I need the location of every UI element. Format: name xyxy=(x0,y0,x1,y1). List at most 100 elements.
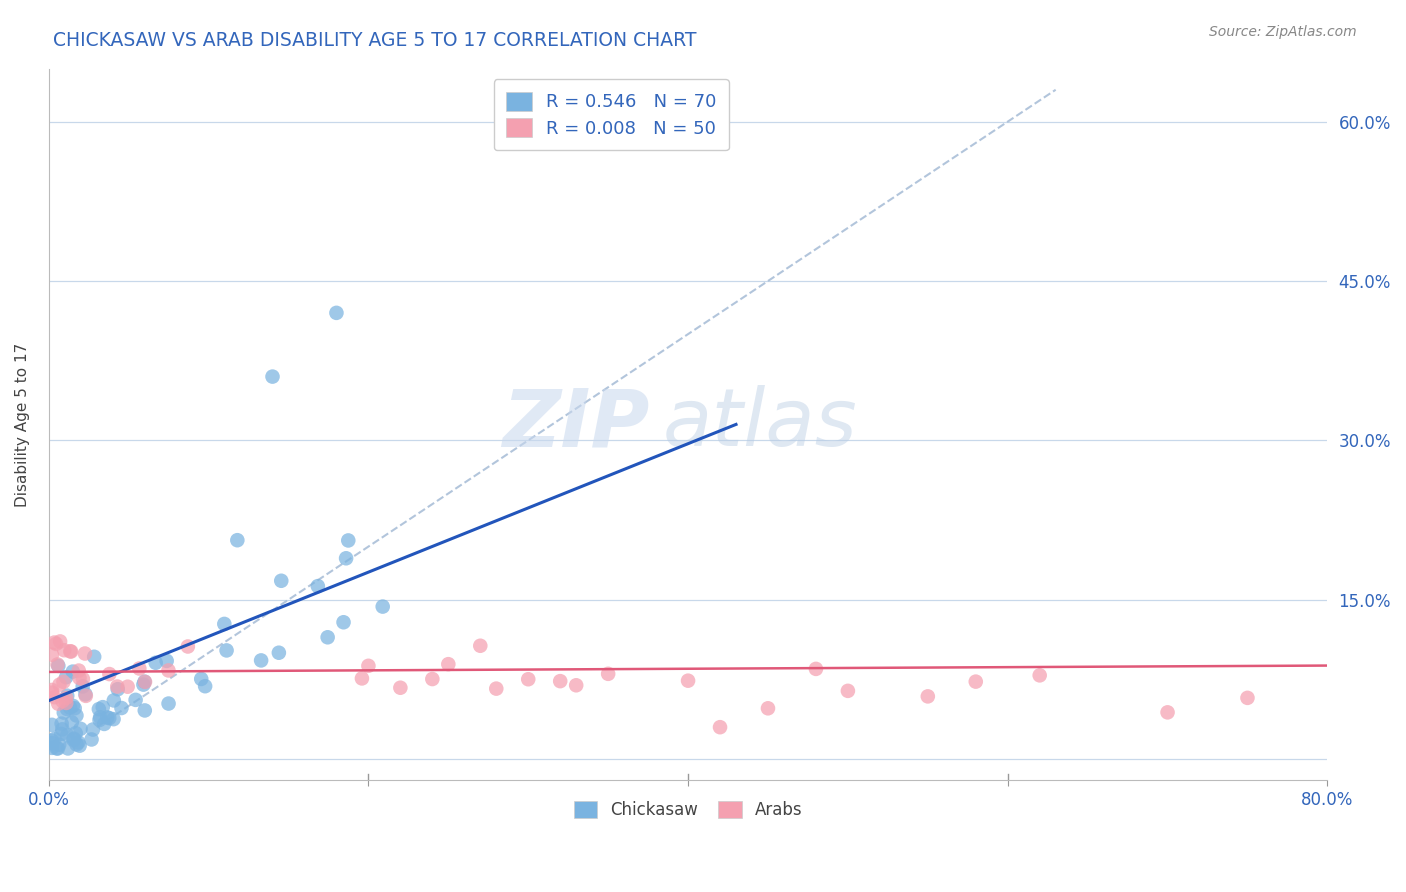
Point xyxy=(52,674,75,689)
Point xyxy=(371,599,394,614)
Point xyxy=(49,634,72,648)
Point xyxy=(89,710,111,724)
Point xyxy=(157,697,180,711)
Point xyxy=(41,733,63,747)
Point xyxy=(124,693,146,707)
Point xyxy=(91,700,114,714)
Point xyxy=(80,732,103,747)
Point xyxy=(709,720,731,734)
Point xyxy=(128,661,150,675)
Point xyxy=(517,672,540,686)
Point xyxy=(804,662,827,676)
Text: atlas: atlas xyxy=(662,385,858,464)
Point xyxy=(72,680,94,694)
Point xyxy=(837,683,859,698)
Point xyxy=(214,616,236,631)
Point xyxy=(134,703,156,717)
Point xyxy=(44,690,66,705)
Point xyxy=(69,671,91,685)
Point xyxy=(51,716,73,731)
Point xyxy=(46,659,69,673)
Point xyxy=(307,579,329,593)
Point xyxy=(1156,706,1178,720)
Point xyxy=(56,728,79,742)
Point xyxy=(485,681,508,696)
Point xyxy=(337,533,360,548)
Point xyxy=(75,689,97,703)
Point xyxy=(73,647,96,661)
Point xyxy=(62,698,84,713)
Point xyxy=(157,664,180,678)
Point xyxy=(98,667,121,681)
Point xyxy=(69,739,91,753)
Point xyxy=(62,732,84,747)
Text: Source: ZipAtlas.com: Source: ZipAtlas.com xyxy=(1209,25,1357,39)
Point xyxy=(51,723,73,737)
Point xyxy=(325,306,347,320)
Point xyxy=(45,637,67,651)
Point xyxy=(250,653,273,667)
Point xyxy=(75,687,97,701)
Point xyxy=(420,672,443,686)
Point xyxy=(107,682,129,697)
Point xyxy=(190,672,212,686)
Point xyxy=(69,722,91,736)
Point xyxy=(41,740,63,755)
Point xyxy=(65,708,87,723)
Point xyxy=(65,726,87,740)
Point xyxy=(72,672,94,686)
Point xyxy=(82,723,104,737)
Point xyxy=(565,678,588,692)
Point xyxy=(41,683,63,698)
Point xyxy=(63,701,86,715)
Point xyxy=(56,702,79,716)
Point xyxy=(548,674,571,689)
Y-axis label: Disability Age 5 to 17: Disability Age 5 to 17 xyxy=(15,343,30,507)
Point xyxy=(335,551,357,566)
Point xyxy=(48,678,70,692)
Point xyxy=(332,615,354,630)
Point xyxy=(56,741,79,756)
Text: CHICKASAW VS ARAB DISABILITY AGE 5 TO 17 CORRELATION CHART: CHICKASAW VS ARAB DISABILITY AGE 5 TO 17… xyxy=(53,31,697,50)
Point xyxy=(44,635,66,649)
Point xyxy=(917,690,939,704)
Point xyxy=(52,706,75,720)
Point xyxy=(1028,668,1050,682)
Point xyxy=(83,649,105,664)
Point xyxy=(96,710,118,724)
Point xyxy=(65,738,87,752)
Point xyxy=(437,657,460,672)
Point xyxy=(41,736,63,750)
Point xyxy=(134,674,156,689)
Point xyxy=(145,656,167,670)
Point xyxy=(53,643,76,657)
Point xyxy=(194,679,217,693)
Point xyxy=(105,680,128,694)
Point xyxy=(226,533,249,548)
Point xyxy=(67,735,90,749)
Point xyxy=(60,644,83,658)
Point xyxy=(89,713,111,727)
Point xyxy=(117,680,139,694)
Point xyxy=(41,718,63,732)
Point xyxy=(41,686,63,700)
Point xyxy=(62,665,84,679)
Point xyxy=(59,700,82,714)
Point xyxy=(470,639,492,653)
Point xyxy=(262,369,284,384)
Point xyxy=(46,741,69,756)
Point xyxy=(46,697,69,711)
Point xyxy=(316,630,339,644)
Point xyxy=(87,702,110,716)
Point xyxy=(45,741,67,756)
Point xyxy=(51,694,73,708)
Point xyxy=(267,646,290,660)
Point xyxy=(55,670,77,684)
Point xyxy=(357,658,380,673)
Point xyxy=(93,717,115,731)
Point xyxy=(134,674,156,689)
Point xyxy=(55,696,77,710)
Point xyxy=(59,644,82,658)
Point xyxy=(63,731,86,746)
Point xyxy=(51,727,73,741)
